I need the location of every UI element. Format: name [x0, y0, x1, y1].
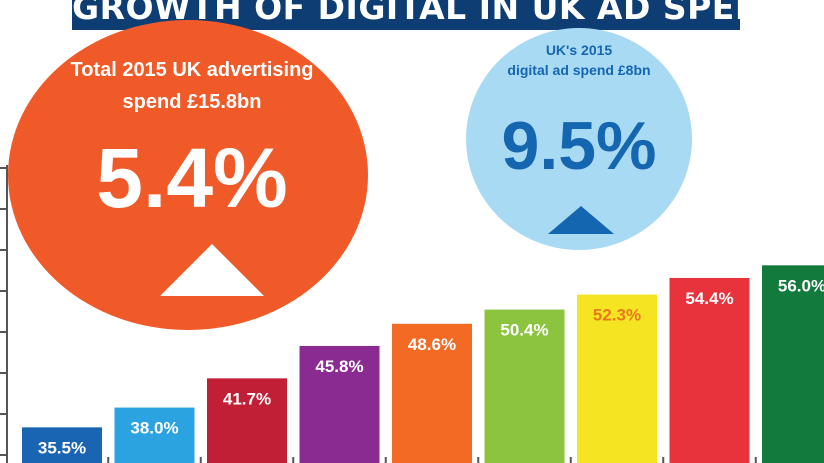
bar-5 — [392, 323, 472, 463]
bar-7 — [577, 294, 657, 463]
bar-value-label-6: 50.4% — [500, 321, 548, 340]
bar-value-label-9: 56.0% — [778, 276, 824, 295]
bar-2 — [114, 407, 195, 463]
bar-value-label-4: 45.8% — [315, 357, 363, 376]
digital-spend-caption: UK's 2015 digital ad spend £8bn — [466, 40, 692, 80]
bar-3 — [207, 378, 287, 463]
bar-8 — [669, 277, 750, 463]
total-spend-caption: Total 2015 UK advertising spend £15.8bn — [52, 54, 332, 118]
bar-6 — [484, 309, 565, 463]
bar-4 — [299, 345, 380, 463]
bar-value-label-7: 52.3% — [593, 306, 641, 325]
digital-spend-growth-value: 9.5% — [501, 108, 657, 184]
digital-spend-caption-line2: digital ad spend £8bn — [507, 62, 651, 78]
up-arrow-icon — [160, 244, 264, 296]
bar-value-label-2: 38.0% — [130, 419, 178, 438]
bar-value-label-1: 35.5% — [38, 438, 86, 457]
total-spend-caption-line1: Total 2015 UK advertising — [70, 59, 314, 81]
up-arrow-icon — [548, 206, 614, 234]
bar-1 — [22, 427, 102, 463]
bar-value-label-5: 48.6% — [408, 335, 456, 354]
bar-value-label-8: 54.4% — [685, 289, 733, 308]
total-spend-growth-value: 5.4% — [96, 131, 288, 225]
bar-value-label-3: 41.7% — [223, 389, 271, 408]
total-spend-caption-line2: spend £15.8bn — [122, 91, 262, 113]
bar-9 — [762, 265, 824, 463]
digital-spend-caption-line1: UK's 2015 — [545, 42, 613, 58]
